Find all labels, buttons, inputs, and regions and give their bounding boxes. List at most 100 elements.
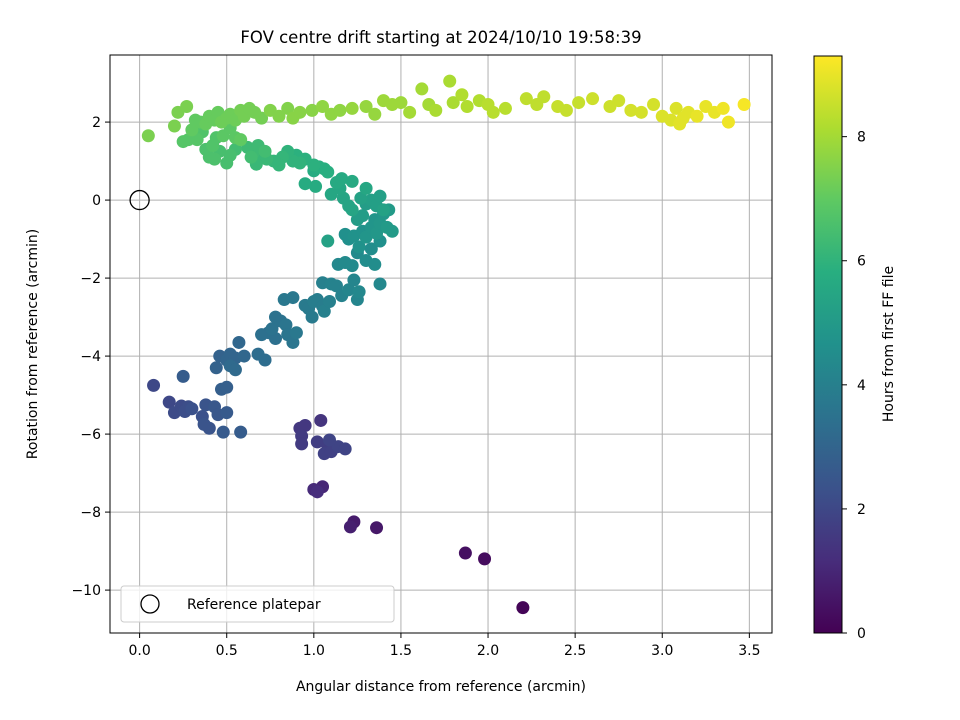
data-point	[176, 369, 190, 383]
data-point	[347, 273, 361, 287]
data-point	[359, 181, 373, 195]
data-point	[185, 123, 199, 137]
data-point	[458, 546, 472, 560]
data-point	[314, 413, 328, 427]
y-axis-ticks: 2 0 −2 −4 −6 −8 −10	[71, 115, 110, 599]
colorbar: 0 2 4 6 8 Hours from first FF file	[813, 55, 897, 642]
data-point	[321, 165, 335, 179]
data-point	[220, 380, 234, 394]
data-point	[721, 115, 735, 129]
data-point	[460, 99, 474, 113]
data-point	[234, 425, 248, 439]
data-point	[559, 103, 573, 117]
x-tick-label: 1.0	[303, 643, 325, 659]
plot-frame	[109, 54, 773, 634]
y-tick-label: −4	[80, 349, 101, 365]
y-tick-label: 2	[92, 115, 101, 131]
data-point	[415, 82, 429, 96]
data-point	[316, 99, 330, 113]
data-point	[394, 96, 408, 110]
data-point	[323, 294, 337, 308]
y-tick-label: 0	[92, 193, 101, 209]
data-point	[286, 335, 300, 349]
data-point	[281, 101, 295, 115]
data-point	[220, 406, 234, 420]
data-point	[244, 150, 258, 164]
legend-label: Reference platepar	[187, 597, 321, 613]
data-point	[373, 277, 387, 291]
data-point	[209, 361, 223, 375]
data-point	[310, 435, 324, 449]
data-point	[634, 105, 648, 119]
data-point	[185, 402, 199, 416]
data-point	[321, 234, 335, 248]
x-tick-label: 3.0	[651, 643, 673, 659]
data-point	[345, 259, 359, 273]
data-point	[338, 442, 352, 456]
data-point	[141, 129, 155, 143]
data-point	[162, 395, 176, 409]
data-point	[737, 98, 751, 112]
data-point	[237, 349, 251, 363]
data-point	[345, 101, 359, 115]
data-point	[258, 353, 272, 367]
x-tick-label: 2.5	[564, 643, 586, 659]
x-axis-label: Angular distance from reference (arcmin)	[296, 679, 586, 695]
x-axis-ticks: 0.0 0.5 1.0 1.5 2.0 2.5 3.0 3.5	[128, 633, 760, 659]
data-point	[519, 92, 533, 106]
data-point	[478, 552, 492, 566]
data-point	[293, 105, 307, 119]
data-point	[255, 328, 269, 342]
data-point	[486, 105, 500, 119]
data-point	[258, 144, 272, 158]
data-point	[279, 318, 293, 332]
data-point	[364, 242, 378, 256]
data-point	[220, 156, 234, 170]
data-point	[429, 103, 443, 117]
data-point	[352, 240, 366, 254]
data-point	[370, 226, 384, 240]
data-point	[289, 326, 303, 340]
data-point	[329, 279, 343, 293]
data-point	[350, 213, 364, 227]
data-point	[443, 74, 457, 88]
colorbar-tick-label: 8	[857, 130, 866, 146]
data-point	[690, 109, 704, 123]
legend-box	[120, 585, 395, 623]
y-axis-label: Rotation from reference (arcmin)	[25, 229, 41, 459]
data-point	[180, 99, 194, 113]
data-point	[298, 419, 312, 433]
data-point	[147, 378, 161, 392]
colorbar-tick-label: 6	[857, 254, 866, 270]
y-tick-label: −8	[80, 505, 101, 521]
data-point	[516, 601, 530, 615]
data-point	[612, 94, 626, 108]
x-tick-label: 0.0	[128, 643, 150, 659]
data-point	[669, 101, 683, 115]
y-tick-label: −10	[71, 583, 101, 599]
data-point	[216, 425, 230, 439]
data-point	[455, 88, 469, 102]
scatter-points	[141, 74, 751, 615]
reference-marker	[129, 189, 150, 211]
data-point	[317, 304, 331, 318]
data-point	[403, 105, 417, 119]
data-point	[377, 203, 391, 217]
x-tick-label: 3.5	[738, 643, 760, 659]
data-point	[359, 99, 373, 113]
data-point	[255, 111, 269, 125]
data-point	[716, 101, 730, 115]
data-point	[647, 98, 661, 112]
data-point	[298, 177, 312, 191]
data-point	[359, 230, 373, 244]
data-point	[167, 119, 181, 133]
data-point	[323, 433, 337, 447]
data-point	[572, 96, 586, 110]
data-point	[537, 90, 551, 104]
data-point	[333, 103, 347, 117]
data-point	[228, 363, 242, 377]
data-point	[354, 191, 368, 205]
data-point	[370, 521, 384, 535]
data-point	[309, 179, 323, 193]
